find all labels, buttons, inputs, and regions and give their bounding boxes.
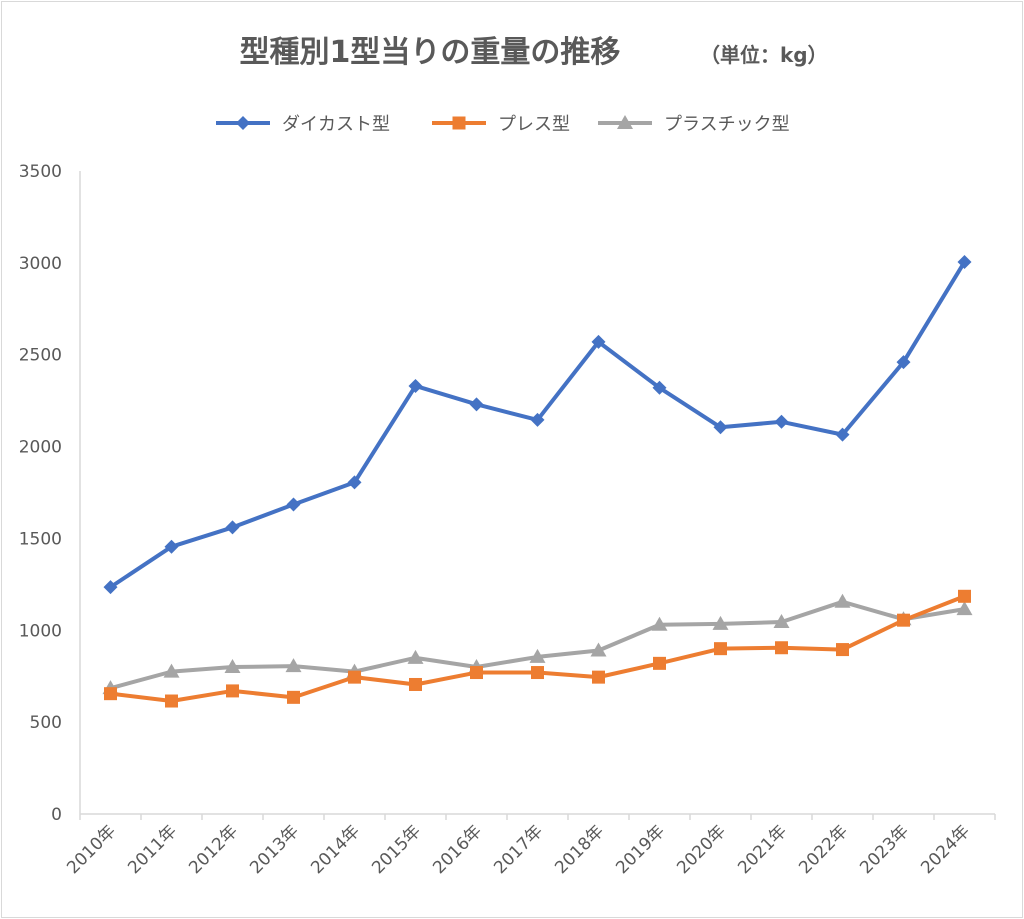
x-tick-label: 2024年 — [917, 821, 974, 878]
y-tick-label: 2000 — [19, 438, 62, 458]
data-point — [592, 670, 605, 684]
data-point — [165, 694, 178, 708]
data-point — [958, 589, 971, 603]
x-tick-label: 2017年 — [490, 821, 547, 878]
y-tick-label: 3000 — [19, 254, 62, 274]
x-tick-label: 2018年 — [551, 821, 608, 878]
x-tick-label: 2015年 — [368, 821, 425, 878]
data-point — [104, 687, 117, 701]
data-point — [590, 642, 607, 657]
x-tick-label: 2014年 — [307, 821, 364, 878]
x-tick-label: 2013年 — [246, 821, 303, 878]
data-point — [896, 355, 911, 370]
data-point — [774, 414, 789, 429]
x-tick-label: 2022年 — [795, 821, 852, 878]
x-tick-label: 2019年 — [612, 821, 669, 878]
y-tick-label: 500 — [30, 713, 62, 733]
data-point — [956, 601, 973, 616]
x-tick-label: 2021年 — [734, 821, 791, 878]
legend-label: プレス型 — [498, 114, 570, 135]
data-point — [225, 520, 240, 535]
legend-item: プレス型 — [432, 114, 570, 135]
y-tick-label: 3500 — [19, 162, 62, 182]
data-point — [287, 690, 300, 704]
x-tick-label: 2011年 — [124, 821, 181, 878]
y-tick-label: 0 — [51, 805, 62, 825]
data-point — [408, 378, 423, 393]
chart-subtitle: （単位：kg） — [700, 43, 828, 67]
data-point — [407, 649, 424, 664]
legend-marker — [452, 116, 466, 130]
data-point — [712, 615, 729, 630]
data-point — [713, 420, 728, 435]
data-point — [897, 613, 910, 627]
data-point — [164, 539, 179, 554]
data-point — [836, 643, 849, 657]
data-point — [714, 642, 727, 656]
legend-marker — [236, 116, 250, 130]
legend: ダイカスト型 プレス型 プラスチック型 — [216, 114, 790, 135]
legend-marker — [617, 115, 633, 129]
y-tick-label: 1500 — [19, 529, 62, 549]
data-point — [773, 614, 790, 629]
data-point — [103, 580, 118, 595]
data-point — [163, 663, 180, 678]
x-tick-label: 2020年 — [673, 821, 730, 878]
data-point — [652, 380, 667, 395]
data-point — [531, 666, 544, 680]
x-tick-label: 2023年 — [856, 821, 913, 878]
data-point — [409, 677, 422, 691]
x-tick-label: 2012年 — [185, 821, 242, 878]
x-tick-label: 2016年 — [429, 821, 486, 878]
data-point — [469, 397, 484, 412]
data-point — [834, 593, 851, 608]
data-point — [957, 254, 972, 269]
legend-item: プラスチック型 — [598, 114, 790, 135]
data-point — [347, 475, 362, 490]
data-point — [348, 670, 361, 684]
data-point — [470, 666, 483, 680]
data-point — [651, 616, 668, 631]
data-point — [224, 659, 241, 674]
data-point — [529, 648, 546, 663]
plot-area — [102, 254, 973, 708]
y-tick-label: 1000 — [19, 621, 62, 641]
legend-label: ダイカスト型 — [282, 114, 390, 135]
data-point — [286, 497, 301, 512]
chart-title: 型種別1型当りの重量の推移 — [240, 35, 621, 70]
series-square — [104, 589, 971, 708]
data-point — [775, 641, 788, 655]
legend-item: ダイカスト型 — [216, 114, 390, 135]
legend-label: プラスチック型 — [664, 114, 790, 135]
data-point — [530, 412, 545, 427]
data-point — [591, 334, 606, 349]
series-diamond — [103, 254, 972, 595]
data-point — [285, 658, 302, 673]
x-tick-label: 2010年 — [63, 821, 120, 878]
data-point — [653, 656, 666, 670]
y-tick-label: 2500 — [19, 346, 62, 366]
data-point — [835, 427, 850, 442]
data-point — [226, 684, 239, 698]
